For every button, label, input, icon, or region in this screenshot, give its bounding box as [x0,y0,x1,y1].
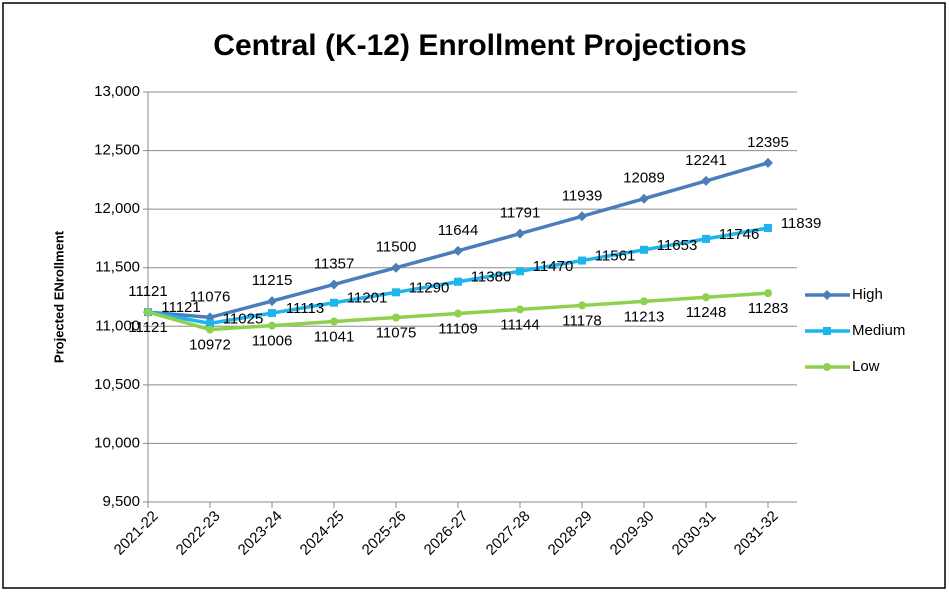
data-label: 12089 [623,170,665,187]
data-label: 12395 [747,134,789,151]
legend-marker [822,290,832,300]
y-tick-label: 9,500 [102,493,140,510]
data-point [206,319,214,328]
data-point [516,305,524,314]
data-label: 11644 [438,222,479,239]
y-tick-label: 11,000 [95,317,140,334]
data-point [702,234,710,243]
data-point [640,245,648,254]
y-tick-label: 11,500 [95,259,140,276]
data-label: 11109 [438,320,478,337]
data-label: 11357 [314,255,355,272]
y-tick-label: 13,000 [94,83,140,100]
data-label: 11025 [223,310,264,327]
data-point [268,309,276,318]
data-label: 11380 [471,269,512,286]
chart-title: Central (K-12) Enrollment Projections [213,29,746,62]
data-label: 11121 [161,299,201,316]
data-label: 11500 [376,239,417,256]
y-tick-label: 12,500 [94,142,140,159]
data-point [144,308,152,317]
data-label: 11939 [562,187,603,204]
data-point [701,175,711,186]
data-point [329,279,339,290]
data-point [391,262,401,273]
data-point [392,288,400,297]
y-tick-label: 12,000 [94,200,140,217]
data-point [640,297,648,306]
y-tick-label: 10,500 [94,376,140,393]
chart-border [2,2,946,589]
data-label: 11290 [409,279,450,296]
y-axis-label: Projected ENrollment [51,230,66,363]
data-label: 11121 [128,319,168,336]
data-point [578,256,586,265]
data-point [454,309,462,318]
data-label: 11113 [286,300,324,317]
data-label: 12241 [685,152,727,169]
data-label: 11121 [128,283,168,300]
data-label: 11006 [252,333,293,350]
data-point [702,293,710,302]
data-point [764,224,772,233]
data-point [515,228,525,239]
data-point [578,301,586,310]
data-label: 10972 [189,337,231,354]
data-label: 11653 [657,237,698,254]
data-point [454,277,462,286]
data-point [206,325,214,334]
y-tick-label: 10,000 [94,434,140,451]
data-point [764,289,772,298]
legend-marker [823,327,831,335]
data-point [577,211,587,222]
data-label: 11075 [376,324,417,341]
data-point [516,267,524,276]
data-label: 11470 [533,258,574,275]
data-label: 11248 [686,304,727,321]
data-point [330,298,338,307]
data-point [330,317,338,326]
data-label: 11746 [719,226,760,243]
legend-marker [823,363,831,371]
data-label: 11041 [314,328,355,345]
data-point [392,313,400,322]
legend-label: Medium [852,322,905,339]
legend-label: Low [852,358,880,375]
data-label: 11201 [347,290,388,307]
data-label: 11213 [624,308,665,325]
data-point [639,193,649,204]
data-label: 11283 [748,300,789,317]
data-label: 11215 [252,272,293,289]
data-label: 11178 [562,312,602,329]
legend-label: High [852,286,883,303]
data-label: 11076 [190,288,231,305]
data-point [268,321,276,330]
data-label: 11839 [781,215,822,232]
data-point [453,245,463,256]
data-point [763,157,773,168]
data-point [267,296,277,307]
data-label: 11561 [595,248,636,265]
data-label: 11144 [500,316,540,333]
data-label: 11791 [500,205,541,222]
